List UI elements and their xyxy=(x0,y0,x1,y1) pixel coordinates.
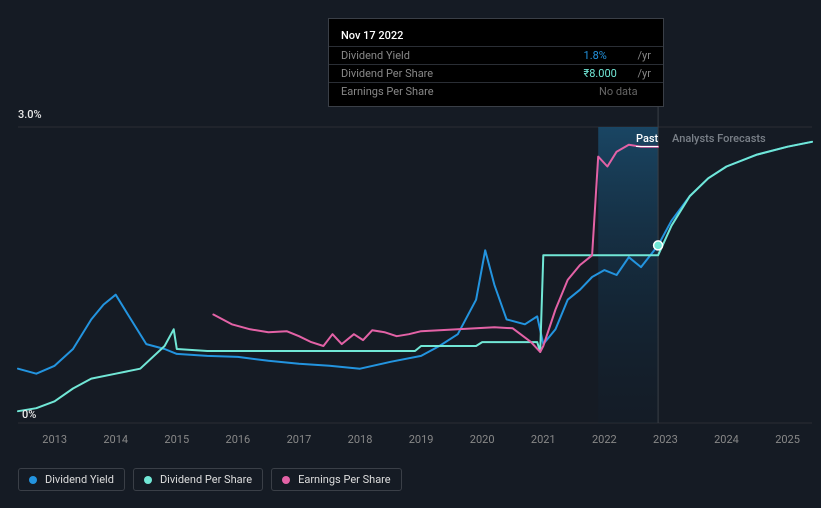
x-axis-tick: 2023 xyxy=(653,433,678,446)
chart-tooltip: Nov 17 2022 Dividend Yield1.8%/yrDividen… xyxy=(328,18,664,107)
y-axis-max: 3.0% xyxy=(18,108,42,121)
tooltip-label: Earnings Per Share xyxy=(341,85,599,98)
legend-dot-icon xyxy=(282,476,290,484)
x-axis-tick: 2021 xyxy=(531,433,556,446)
x-axis-tick: 2022 xyxy=(592,433,617,446)
tooltip-label: Dividend Yield xyxy=(341,49,584,62)
y-axis-min: 0% xyxy=(22,408,36,421)
legend-label: Earnings Per Share xyxy=(298,473,391,486)
tooltip-label: Dividend Per Share xyxy=(341,67,584,80)
x-axis-tick: 2024 xyxy=(714,433,739,446)
x-axis-tick: 2020 xyxy=(470,433,495,446)
tooltip-value: No data xyxy=(599,85,651,98)
x-axis-tick: 2018 xyxy=(348,433,373,446)
legend-item-dividend-per-share[interactable]: Dividend Per Share xyxy=(133,468,263,491)
legend-label: Dividend Yield xyxy=(45,473,114,486)
legend-dot-icon xyxy=(29,476,37,484)
x-axis-tick: 2019 xyxy=(409,433,434,446)
region-label-forecast: Analysts Forecasts xyxy=(672,132,766,145)
tooltip-row: Dividend Yield1.8%/yr xyxy=(329,46,663,64)
x-axis-tick: 2014 xyxy=(103,433,128,446)
x-axis-tick: 2013 xyxy=(42,433,67,446)
legend-dot-icon xyxy=(144,476,152,484)
legend-label: Dividend Per Share xyxy=(160,473,252,486)
legend-item-earnings-per-share[interactable]: Earnings Per Share xyxy=(271,468,402,491)
tooltip-date: Nov 17 2022 xyxy=(329,27,663,46)
legend-item-dividend-yield[interactable]: Dividend Yield xyxy=(18,468,125,491)
tooltip-suffix: /yr xyxy=(638,67,651,80)
tooltip-value: ₹8.000 xyxy=(584,67,636,80)
tooltip-value: 1.8% xyxy=(584,49,636,62)
dividend-chart: 3.0% 0% 2013 2014 2015 2016 2017 2018 2019 2020… xyxy=(0,0,821,508)
chart-legend: Dividend Yield Dividend Per Share Earnin… xyxy=(18,468,402,491)
tooltip-row: Dividend Per Share₹8.000/yr xyxy=(329,64,663,82)
x-axis-tick: 2017 xyxy=(287,433,312,446)
tooltip-suffix: /yr xyxy=(638,49,651,62)
tooltip-row: Earnings Per ShareNo data xyxy=(329,82,663,100)
x-axis-tick: 2015 xyxy=(164,433,189,446)
x-axis-tick: 2016 xyxy=(226,433,251,446)
region-label-past: Past xyxy=(636,132,658,147)
x-axis-tick: 2025 xyxy=(775,433,800,446)
